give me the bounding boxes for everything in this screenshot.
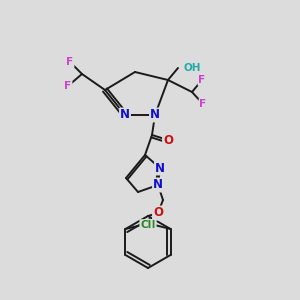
Text: O: O xyxy=(163,134,173,146)
Text: F: F xyxy=(200,99,207,109)
Text: F: F xyxy=(64,81,72,91)
Text: Cl: Cl xyxy=(145,220,156,230)
Text: Cl: Cl xyxy=(140,220,152,230)
Text: OH: OH xyxy=(184,63,202,73)
Text: N: N xyxy=(153,178,163,191)
Text: N: N xyxy=(155,161,165,175)
Text: N: N xyxy=(120,109,130,122)
Text: N: N xyxy=(150,109,160,122)
Text: F: F xyxy=(66,57,74,67)
Text: F: F xyxy=(198,75,206,85)
Text: O: O xyxy=(153,206,163,220)
